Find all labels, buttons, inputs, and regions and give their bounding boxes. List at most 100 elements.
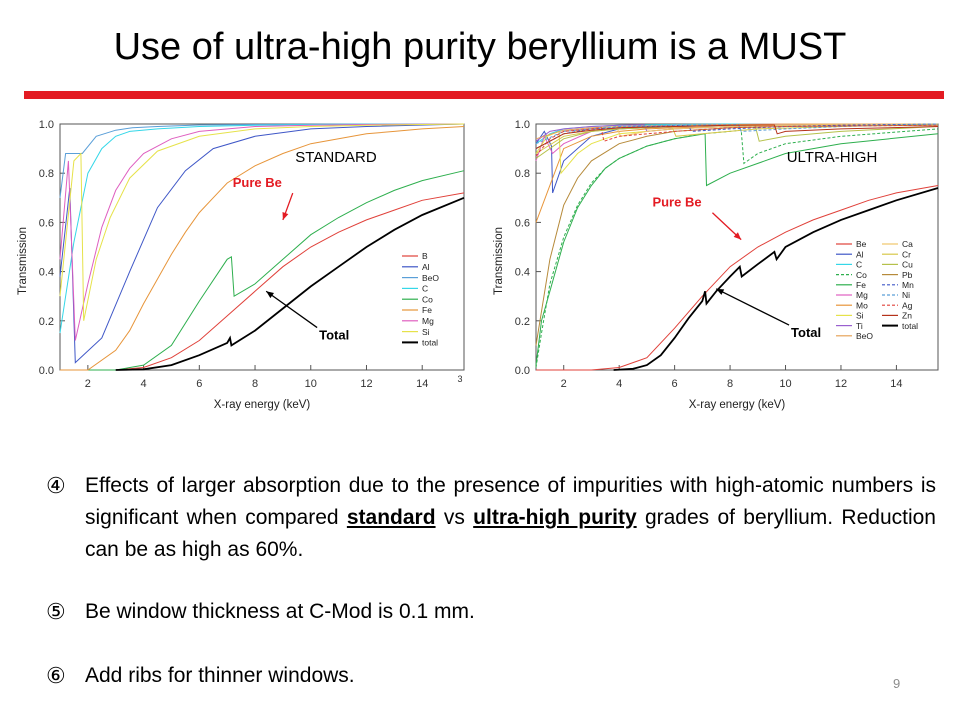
y-tick-label: 0.2 <box>515 316 530 328</box>
emphasis-ultra-high-purity: ultra-high purity <box>473 506 637 529</box>
annotation-label: Pure Be <box>233 175 282 190</box>
legend-label-cr: Cr <box>902 249 911 259</box>
corner-label: 3 <box>457 374 462 384</box>
series-line-zn <box>535 124 939 150</box>
y-tick-label: 1.0 <box>515 119 530 131</box>
legend-label-c: C <box>422 284 428 294</box>
x-tick-label: 6 <box>672 378 678 390</box>
chart-title: STANDARD <box>295 149 377 166</box>
legend-label-fe: Fe <box>422 305 432 315</box>
bullet-number: ⑥ <box>46 663 66 688</box>
chart-title: ULTRA-HIGH <box>787 149 878 166</box>
x-tick-label: 14 <box>890 378 902 390</box>
legend-label-mg: Mg <box>422 316 434 326</box>
x-tick-label: 8 <box>252 378 258 390</box>
legend-label-al: Al <box>856 249 864 259</box>
series-line-mg <box>59 123 465 341</box>
annotation-label: Total <box>791 325 821 340</box>
x-tick-label: 14 <box>416 378 428 390</box>
series-line-ag <box>535 124 939 157</box>
y-tick-label: 0.8 <box>39 168 54 180</box>
x-tick-label: 8 <box>727 378 733 390</box>
y-tick-label: 1.0 <box>39 119 54 131</box>
y-axis-label: Transmission <box>17 227 29 295</box>
legend-label-b: B <box>422 251 428 261</box>
y-tick-label: 0.2 <box>39 316 54 328</box>
legend-label-al: Al <box>422 262 430 272</box>
series-line-total <box>115 196 465 371</box>
x-axis-label: X-ray energy (keV) <box>689 399 786 411</box>
bullet-text: Effects of larger absorption due to the … <box>85 470 936 566</box>
legend-label-c: C <box>856 260 862 270</box>
series-line-co <box>535 128 939 368</box>
x-tick-label: 4 <box>616 378 622 390</box>
annotation-label: Total <box>319 328 349 343</box>
legend-label-beo: BeO <box>856 331 873 341</box>
legend-label-beo: BeO <box>422 273 439 283</box>
annotation-arrowhead <box>733 232 742 240</box>
y-tick-label: 0.6 <box>515 217 530 229</box>
plot-frame <box>59 123 465 371</box>
y-tick-label: 0.0 <box>39 365 54 377</box>
x-tick-label: 2 <box>85 378 91 390</box>
annotation-label: Pure Be <box>652 195 701 210</box>
series-line-total <box>613 187 939 371</box>
legend-label-cu: Cu <box>902 260 913 270</box>
series-line-al <box>59 123 465 364</box>
annotation-arrowhead <box>716 288 725 295</box>
legend-label-zn: Zn <box>902 311 912 321</box>
y-tick-label: 0.4 <box>515 267 530 279</box>
y-axis-label: Transmission <box>493 227 505 295</box>
page-number: 9 <box>893 676 901 691</box>
legend-label-ti: Ti <box>856 321 863 331</box>
x-tick-label: 10 <box>305 378 317 390</box>
legend-label-ca: Ca <box>902 239 913 249</box>
series-line-fe <box>60 126 465 371</box>
x-tick-label: 10 <box>779 378 791 390</box>
bullet-text-part: vs <box>435 506 474 529</box>
legend-label-fe: Fe <box>856 280 866 290</box>
legend-label-si: Si <box>422 327 430 337</box>
legend-label-si: Si <box>856 311 864 321</box>
annotation-arrowhead <box>266 291 274 299</box>
annotation-arrow-line <box>265 290 318 329</box>
legend-label-ni: Ni <box>902 290 910 300</box>
bullet-number: ⑤ <box>46 599 66 624</box>
plot-frame <box>535 123 939 371</box>
bullet-text-part: grades of beryllium. Reduction can be as… <box>85 506 936 561</box>
bullet-text-part: Effects of larger absorption due to the … <box>85 474 936 529</box>
legend-label-co: Co <box>856 270 867 280</box>
bullet-text: Add ribs for thinner windows. <box>85 664 355 687</box>
series-line-si <box>59 123 465 321</box>
legend-label-mn: Mn <box>902 280 914 290</box>
y-tick-label: 0.8 <box>515 168 530 180</box>
series-line-c <box>59 123 465 334</box>
y-tick-label: 0.4 <box>39 267 54 279</box>
legend-label-ag: Ag <box>902 300 913 310</box>
series-line-beo <box>535 123 938 140</box>
y-tick-label: 0.6 <box>39 217 54 229</box>
bullet-text: Be window thickness at C-Mod is 0.1 mm. <box>85 600 475 623</box>
x-tick-label: 12 <box>835 378 847 390</box>
x-tick-label: 6 <box>196 378 202 390</box>
series-line-fe <box>535 133 939 366</box>
bullet-number: ④ <box>46 473 66 498</box>
emphasis-standard: standard <box>346 506 436 529</box>
series-line-ni <box>535 123 939 145</box>
chart-ultra-high: 0.0 0.2 0.4 0.6 0.8 1.0 2 4 6 8 10 12 14 X-ray energy… <box>493 119 939 411</box>
y-tick-label: 0.0 <box>515 365 530 377</box>
series-line-be <box>536 185 939 371</box>
legend-label-be: Be <box>856 239 867 249</box>
legend-label-pb: Pb <box>902 270 913 280</box>
x-axis-label: X-ray energy (keV) <box>214 399 311 411</box>
slide-title: Use of ultra-high purity beryllium is a … <box>113 26 847 68</box>
x-tick-label: 12 <box>360 378 372 390</box>
title-rule <box>24 91 944 99</box>
chart-standard: 0.0 0.2 0.4 0.6 0.8 1.0 2 4 6 8 10 12 14 3 X-ray energ… <box>17 119 465 411</box>
annotation-arrow-line <box>715 288 790 326</box>
legend-label-mg: Mg <box>856 290 868 300</box>
legend-label-total: total <box>422 338 438 348</box>
annotation-arrowhead <box>282 211 289 220</box>
legend-label-co: Co <box>422 294 433 304</box>
series-line-co <box>60 170 465 371</box>
